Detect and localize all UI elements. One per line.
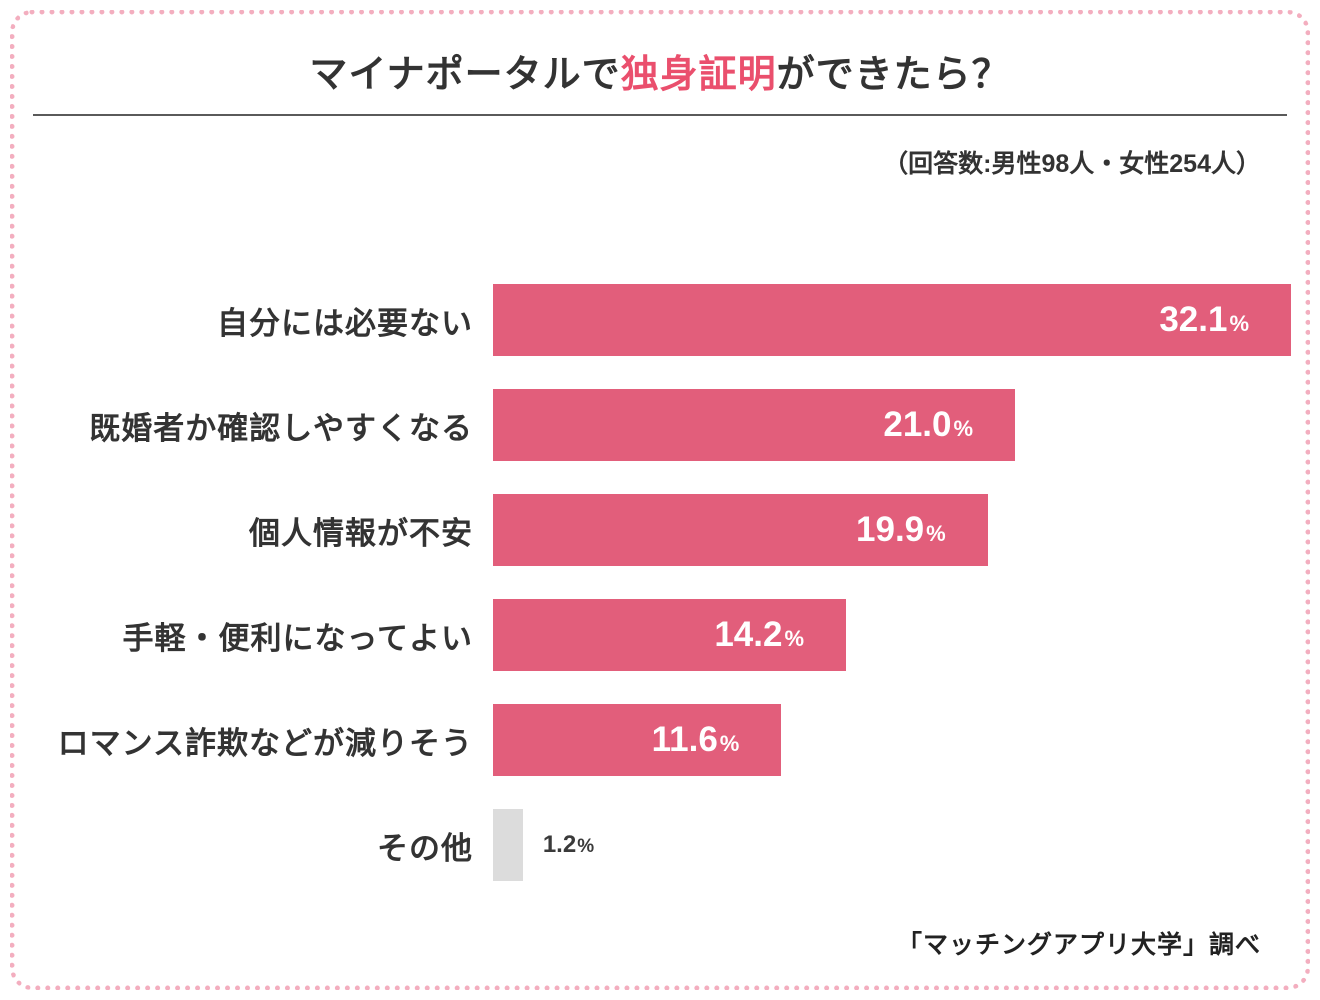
- bar-track: 14.2%: [493, 599, 1291, 671]
- chart-row: 個人情報が不安 19.9%: [15, 494, 1291, 566]
- value-label: 21.0%: [883, 405, 974, 444]
- bar-track: 19.9%: [493, 494, 1291, 566]
- category-label: 個人情報が不安: [249, 515, 473, 551]
- bar: 21.0%: [493, 389, 1016, 461]
- value-label: 32.1%: [1159, 300, 1249, 339]
- category-label: 手軽・便利になってよい: [122, 620, 473, 656]
- chart-row: 既婚者か確認しやすくなる 21.0%: [15, 389, 1291, 461]
- bar: [493, 809, 523, 881]
- bar-chart: 自分には必要ない 32.1% 既婚者か確認しやすくなる 21.0% 個人情報が不安 19.…: [15, 284, 1305, 881]
- bar: 19.9%: [493, 494, 988, 566]
- title-divider: [33, 114, 1287, 116]
- value-label: 14.2%: [714, 615, 804, 654]
- bar-track: 1.2%: [493, 809, 1291, 881]
- source-credit: 「マッチングアプリ大学」調べ: [896, 931, 1261, 959]
- dotted-border-frame: マイナポータルで独身証明ができたら？ （回答数:男性98人・女性254人） 自分…: [10, 10, 1310, 990]
- chart-row: その他 1.2%: [15, 809, 1291, 881]
- bar: 14.2%: [493, 599, 846, 671]
- title-suffix: ができたら？: [776, 54, 1011, 96]
- respondent-count-note: （回答数:男性98人・女性254人）: [883, 150, 1261, 178]
- value-label: 19.9%: [856, 510, 946, 549]
- category-label: 自分には必要ない: [217, 305, 473, 341]
- category-label: その他: [377, 830, 473, 866]
- chart-card: マイナポータルで独身証明ができたら？ （回答数:男性98人・女性254人） 自分…: [15, 15, 1305, 985]
- value-label: 11.6%: [651, 720, 740, 759]
- value-label: 1.2%: [542, 831, 595, 858]
- title-highlight: 独身証明: [620, 54, 777, 96]
- category-label: 既婚者か確認しやすくなる: [89, 410, 473, 446]
- title-prefix: マイナポータルで: [309, 54, 621, 96]
- bar-track: 32.1%: [493, 284, 1291, 356]
- bar-track: 21.0%: [493, 389, 1291, 461]
- bar: 11.6%: [493, 704, 782, 776]
- chart-row: 自分には必要ない 32.1%: [15, 284, 1291, 356]
- bar-track: 11.6%: [493, 704, 1291, 776]
- chart-row: 手軽・便利になってよい 14.2%: [15, 599, 1291, 671]
- chart-row: ロマンス詐欺などが減りそう 11.6%: [15, 704, 1291, 776]
- page-title: マイナポータルで独身証明ができたら？: [15, 15, 1305, 98]
- category-label: ロマンス詐欺などが減りそう: [57, 725, 473, 761]
- bar: 32.1%: [493, 284, 1291, 356]
